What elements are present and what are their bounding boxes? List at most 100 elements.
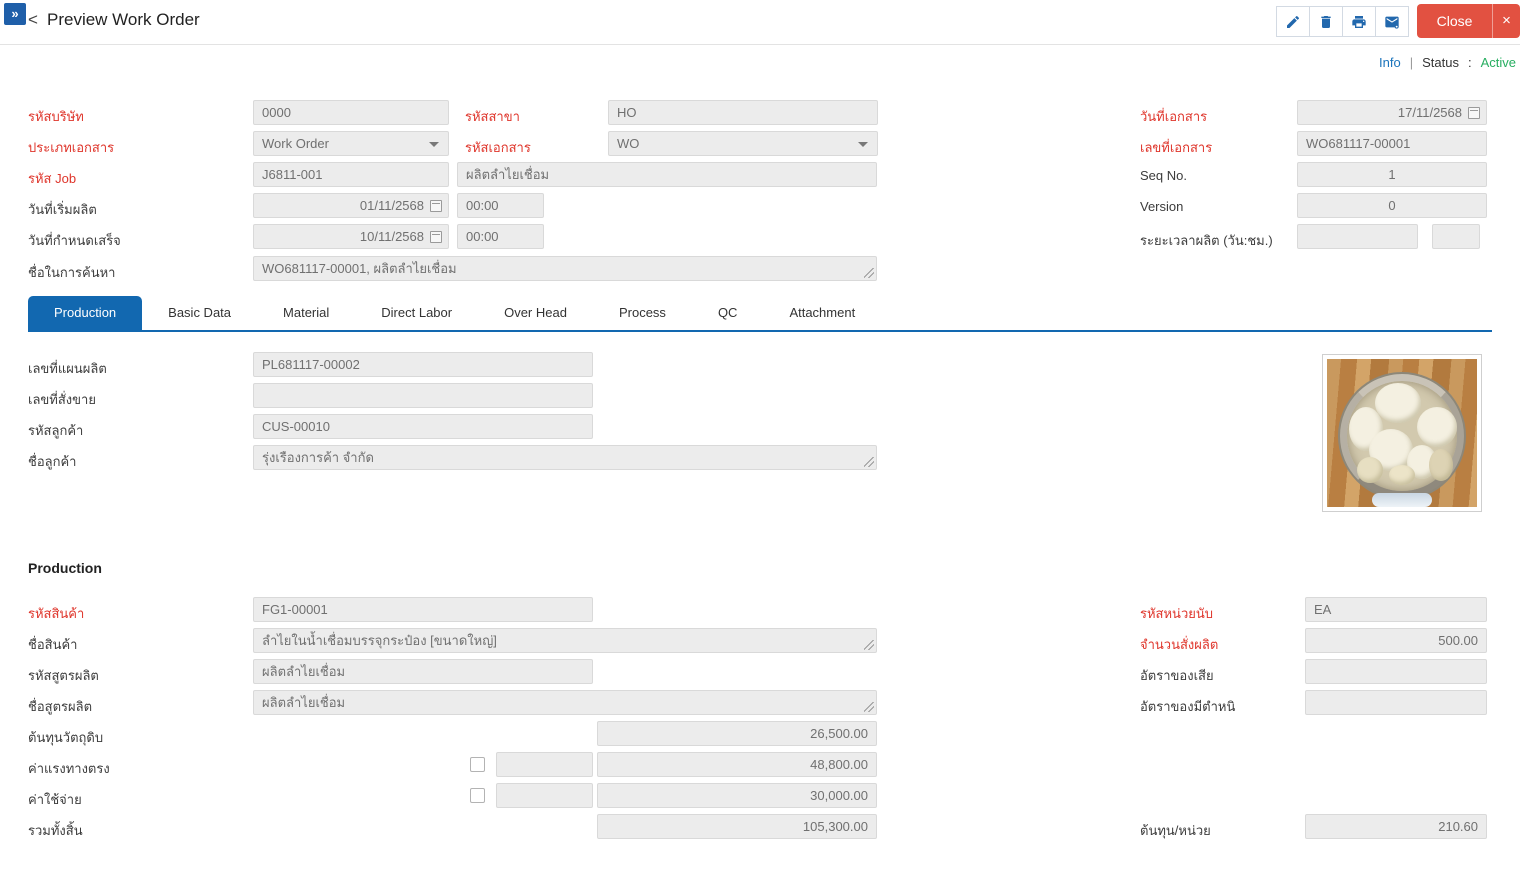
direct-labor-rate-field[interactable] xyxy=(496,752,593,777)
finish-date-field[interactable]: 10/11/2568 xyxy=(253,224,449,249)
formula-code-label: รหัสสูตรผลิต xyxy=(28,668,99,683)
direct-labor-label: ค่าแรงทางตรง xyxy=(28,761,110,776)
plan-no-label: เลขที่แผนผลิต xyxy=(28,361,107,376)
product-photo-image xyxy=(1327,359,1477,507)
plan-no-field[interactable]: PL681117-00002 xyxy=(253,352,593,377)
close-x-button[interactable]: × xyxy=(1492,4,1520,38)
sale-order-field[interactable] xyxy=(253,383,593,408)
seq-no-label: Seq No. xyxy=(1140,168,1187,183)
material-cost-label: ต้นทุนวัตถุดิบ xyxy=(28,730,104,745)
doc-date-label: วันที่เอกสาร xyxy=(1140,109,1208,124)
formula-code-field[interactable]: ผลิตลำไยเชื่อม xyxy=(253,659,593,684)
item-name-textarea[interactable]: ลำไยในน้ำเชื่อมบรรจุกระป๋อง [ขนาดใหญ่] xyxy=(253,628,877,653)
order-qty-field[interactable]: 500.00 xyxy=(1305,628,1487,653)
back-chevron-icon[interactable]: < xyxy=(28,10,38,29)
resize-grip-icon[interactable] xyxy=(864,702,874,712)
doc-code-label: รหัสเอกสาร xyxy=(465,140,531,155)
customer-name-value: รุ่งเรืองการค้า จำกัด xyxy=(262,450,374,465)
close-button[interactable]: Close xyxy=(1436,13,1473,29)
seq-no-field[interactable]: 1 xyxy=(1297,162,1487,187)
tab-basic-data[interactable]: Basic Data xyxy=(168,305,232,320)
close-button-group: Close × xyxy=(1417,4,1520,38)
doc-code-value: WO xyxy=(617,136,640,151)
item-code-field[interactable]: FG1-00001 xyxy=(253,597,593,622)
status-value: Active xyxy=(1480,55,1516,70)
doc-type-select[interactable]: Work Order xyxy=(253,131,449,156)
sale-order-label: เลขที่สั่งขาย xyxy=(28,392,96,407)
app-menu-icon[interactable]: » xyxy=(4,3,26,25)
unit-code-field[interactable]: EA xyxy=(1305,597,1487,622)
doc-date-value: 17/11/2568 xyxy=(1397,105,1462,120)
job-code-label: รหัส Job xyxy=(28,171,77,186)
branch-code-label: รหัสสาขา xyxy=(465,109,520,124)
production-section-title: Production xyxy=(28,560,102,576)
formula-name-textarea[interactable]: ผลิตลำไยเชื่อม xyxy=(253,690,877,715)
expense-label: ค่าใช้จ่าย xyxy=(28,792,82,807)
job-desc-field[interactable]: ผลิตลำไยเชื่อม xyxy=(457,162,877,187)
unit-cost-field[interactable]: 210.60 xyxy=(1305,814,1487,839)
email-icon xyxy=(1385,16,1399,29)
can-label-graphic xyxy=(1372,493,1432,507)
doc-date-field[interactable]: 17/11/2568 xyxy=(1297,100,1487,125)
direct-labor-checkbox[interactable] xyxy=(470,757,485,772)
waste-rate-field[interactable] xyxy=(1305,659,1487,684)
doc-no-field[interactable]: WO681117-00001 xyxy=(1297,131,1487,156)
tab-underline xyxy=(28,330,1492,332)
branch-code-field[interactable]: HO xyxy=(608,100,878,125)
formula-name-value: ผลิตลำไยเชื่อม xyxy=(262,695,346,710)
defect-rate-label: อัตราของมีตำหนิ xyxy=(1140,699,1236,714)
duration-hours-field[interactable] xyxy=(1432,224,1480,249)
tab-over-head[interactable]: Over Head xyxy=(504,305,567,320)
finish-time-field[interactable]: 00:00 xyxy=(457,224,544,249)
chevron-down-icon xyxy=(858,142,868,147)
formula-name-label: ชื่อสูตรผลิต xyxy=(28,699,93,714)
customer-name-textarea[interactable]: รุ่งเรืองการค้า จำกัด xyxy=(253,445,877,470)
tab-qc[interactable]: QC xyxy=(717,305,738,320)
duration-days-field[interactable] xyxy=(1297,224,1418,249)
start-date-value: 01/11/2568 xyxy=(359,198,424,213)
print-button[interactable] xyxy=(1342,6,1376,37)
calendar-icon[interactable] xyxy=(430,200,442,212)
status-separator: | xyxy=(1409,55,1414,70)
tab-direct-labor[interactable]: Direct Labor xyxy=(381,305,453,320)
material-cost-field[interactable]: 26,500.00 xyxy=(597,721,877,746)
resize-grip-icon[interactable] xyxy=(864,268,874,278)
waste-rate-label: อัตราของเสีย xyxy=(1140,668,1214,683)
resize-grip-icon[interactable] xyxy=(864,640,874,650)
expense-amount-field[interactable]: 30,000.00 xyxy=(597,783,877,808)
trash-icon xyxy=(1321,15,1331,28)
doc-type-value: Work Order xyxy=(262,136,329,151)
delete-button[interactable] xyxy=(1309,6,1343,37)
grand-total-field[interactable]: 105,300.00 xyxy=(597,814,877,839)
item-code-label: รหัสสินค้า xyxy=(28,606,85,621)
expense-rate-field[interactable] xyxy=(496,783,593,808)
resize-grip-icon[interactable] xyxy=(864,457,874,467)
email-button[interactable] xyxy=(1375,6,1409,37)
defect-rate-field[interactable] xyxy=(1305,690,1487,715)
info-link[interactable]: Info xyxy=(1379,55,1401,70)
finish-date-value: 10/11/2568 xyxy=(359,229,424,244)
start-date-field[interactable]: 01/11/2568 xyxy=(253,193,449,218)
edit-icon xyxy=(1287,15,1300,28)
start-date-label: วันที่เริ่มผลิต xyxy=(28,202,97,217)
tab-material[interactable]: Material xyxy=(283,305,330,320)
status-colon: : xyxy=(1467,55,1472,70)
start-time-field[interactable]: 00:00 xyxy=(457,193,544,218)
customer-name-label: ชื่อลูกค้า xyxy=(28,454,77,469)
search-name-textarea[interactable]: WO681117-00001, ผลิตลำไยเชื่อม xyxy=(253,256,877,281)
tab-attachment[interactable]: Attachment xyxy=(789,305,856,320)
calendar-icon[interactable] xyxy=(430,231,442,243)
version-field[interactable]: 0 xyxy=(1297,193,1487,218)
expense-checkbox[interactable] xyxy=(470,788,485,803)
direct-labor-amount-field[interactable]: 48,800.00 xyxy=(597,752,877,777)
tab-process[interactable]: Process xyxy=(618,305,666,320)
order-qty-label: จำนวนสั่งผลิต xyxy=(1140,637,1219,652)
edit-button[interactable] xyxy=(1276,6,1310,37)
calendar-icon[interactable] xyxy=(1468,107,1480,119)
customer-code-field[interactable]: CUS-00010 xyxy=(253,414,593,439)
doc-code-select[interactable]: WO xyxy=(608,131,878,156)
tab-production[interactable]: Production xyxy=(28,296,143,330)
job-code-field[interactable]: J6811-001 xyxy=(253,162,449,187)
company-code-label: รหัสบริษัท xyxy=(28,109,84,124)
company-code-field[interactable]: 0000 xyxy=(253,100,449,125)
